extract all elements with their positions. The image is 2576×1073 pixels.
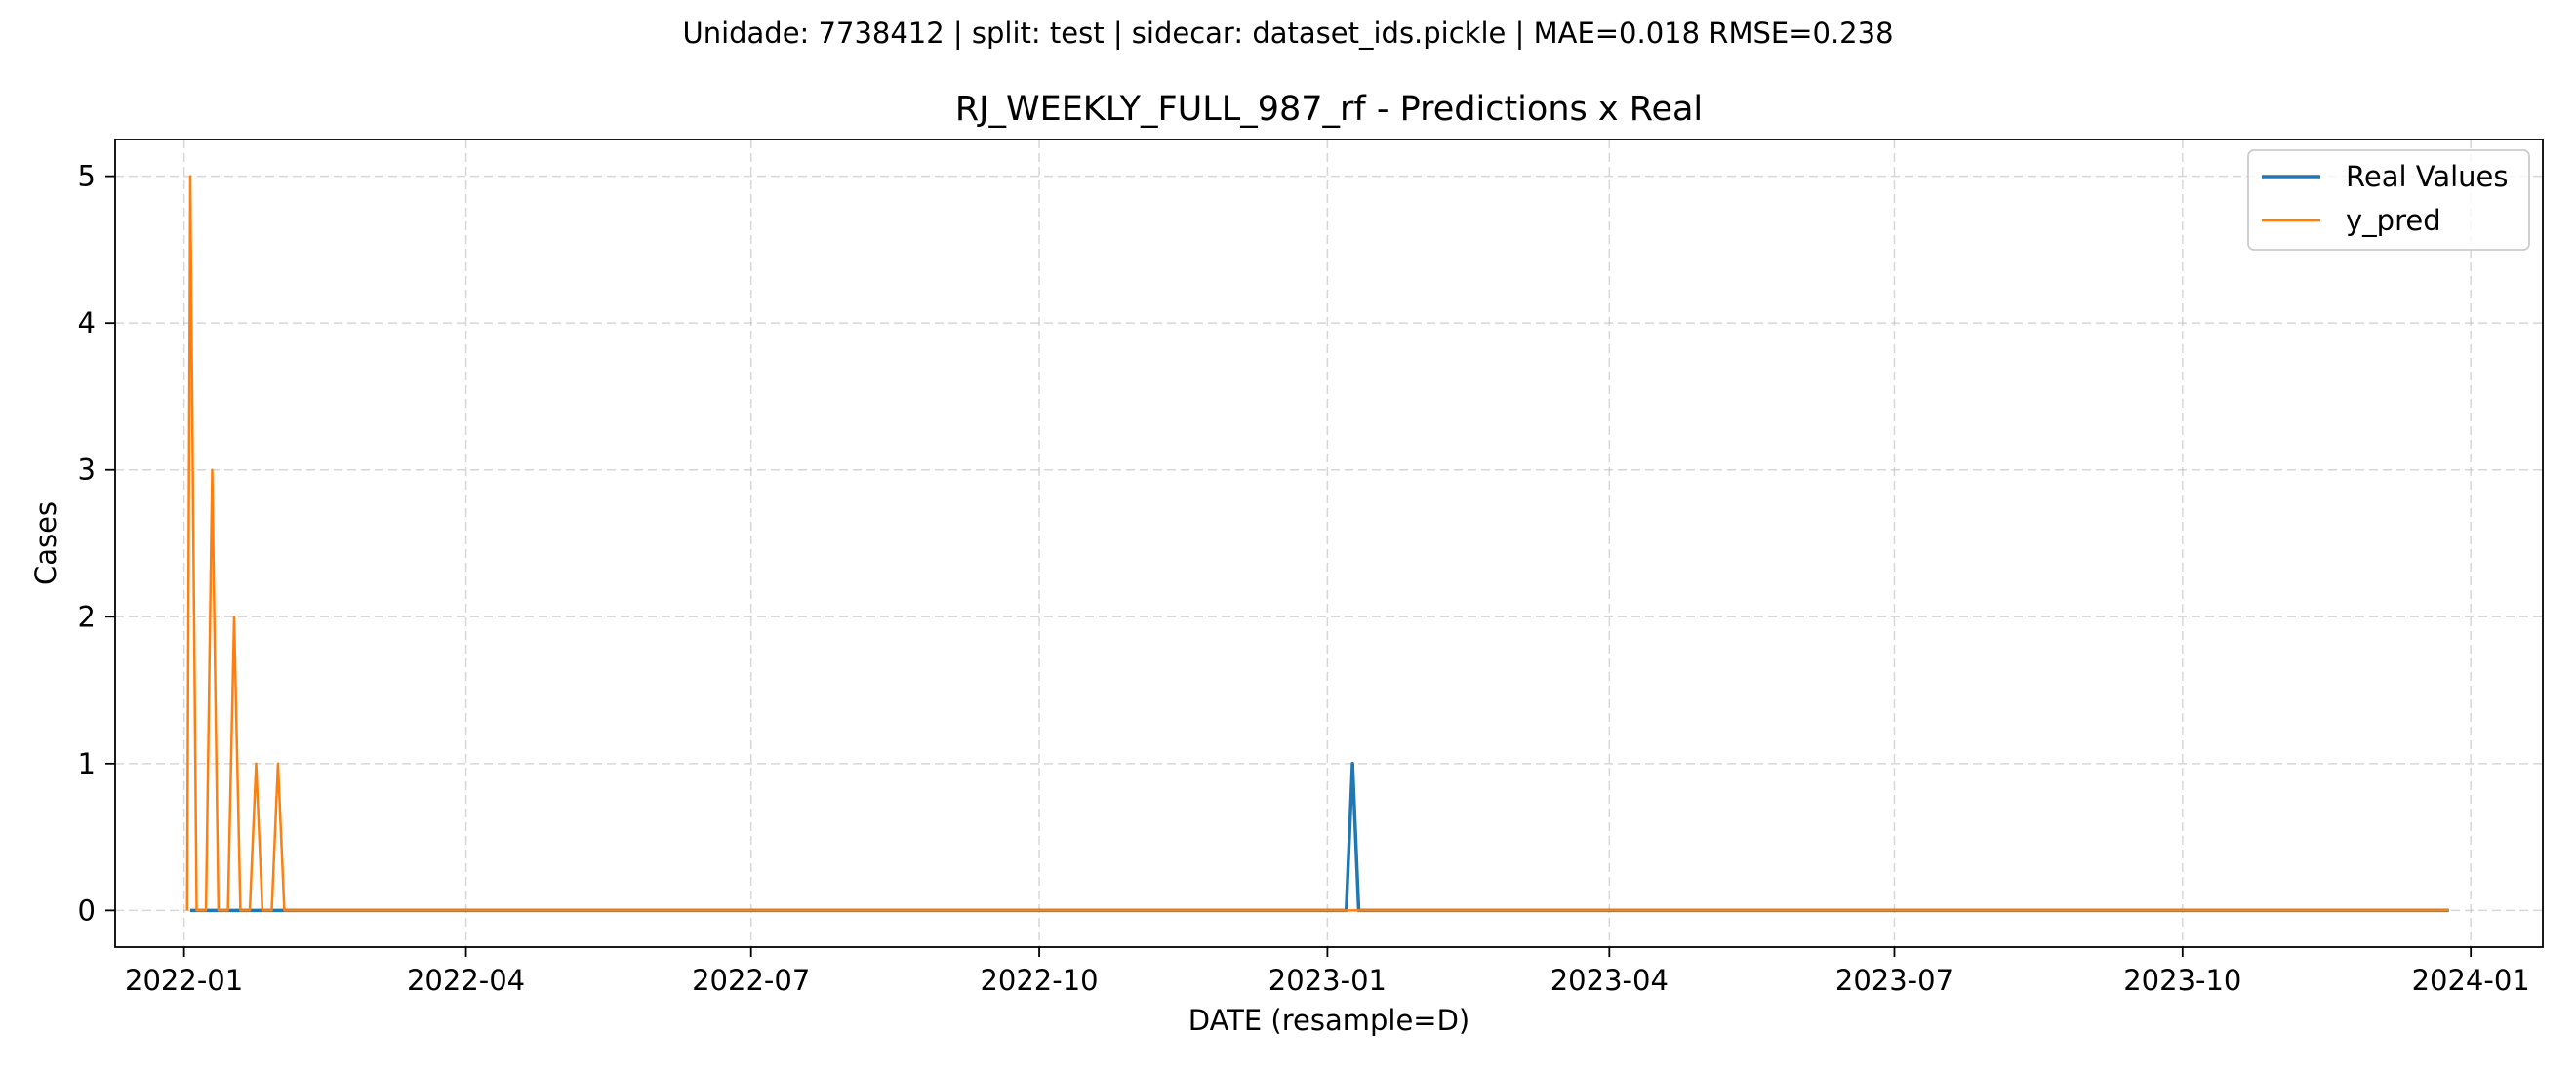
y-tick-label: 4 [78,306,96,339]
y-tick-label: 1 [78,747,96,780]
series-lines [185,175,2449,913]
x-tick-label: 2023-04 [1550,964,1669,997]
y-tick-label: 5 [78,160,96,193]
x-tick-label: 2022-04 [407,964,525,997]
y-tick-label: 2 [78,600,96,633]
figure-suptitle: Unidade: 7738412 | split: test | sidecar… [682,17,1893,50]
legend-label-y-pred: y_pred [2346,204,2441,237]
series-line-y-pred [185,175,2449,912]
x-tick-label: 2022-01 [125,964,243,997]
y-tick-label: 3 [78,454,96,487]
x-tick-label: 2024-01 [2412,964,2530,997]
y-axis-label: Cases [29,501,62,585]
grid-lines [115,139,2543,947]
chart-title: RJ_WEEKLY_FULL_987_rf - Predictions x Re… [955,90,1703,129]
x-axis-label: DATE (resample=D) [1188,1004,1470,1037]
y-axis-ticks: 0 1 2 3 4 5 [78,160,115,927]
x-tick-label: 2022-10 [980,964,1098,997]
x-tick-label: 2023-01 [1268,964,1387,997]
legend-label-real-values: Real Values [2346,160,2508,193]
y-tick-label: 0 [78,894,96,927]
x-tick-label: 2023-10 [2123,964,2241,997]
x-tick-label: 2022-07 [692,964,810,997]
x-axis-ticks: 2022-01 2022-04 2022-07 2022-10 2023-01 2023-… [125,947,2530,997]
legend: Real Values y_pred [2247,149,2530,251]
x-tick-label: 2023-07 [1835,964,1953,997]
plot-frame [114,139,2544,948]
